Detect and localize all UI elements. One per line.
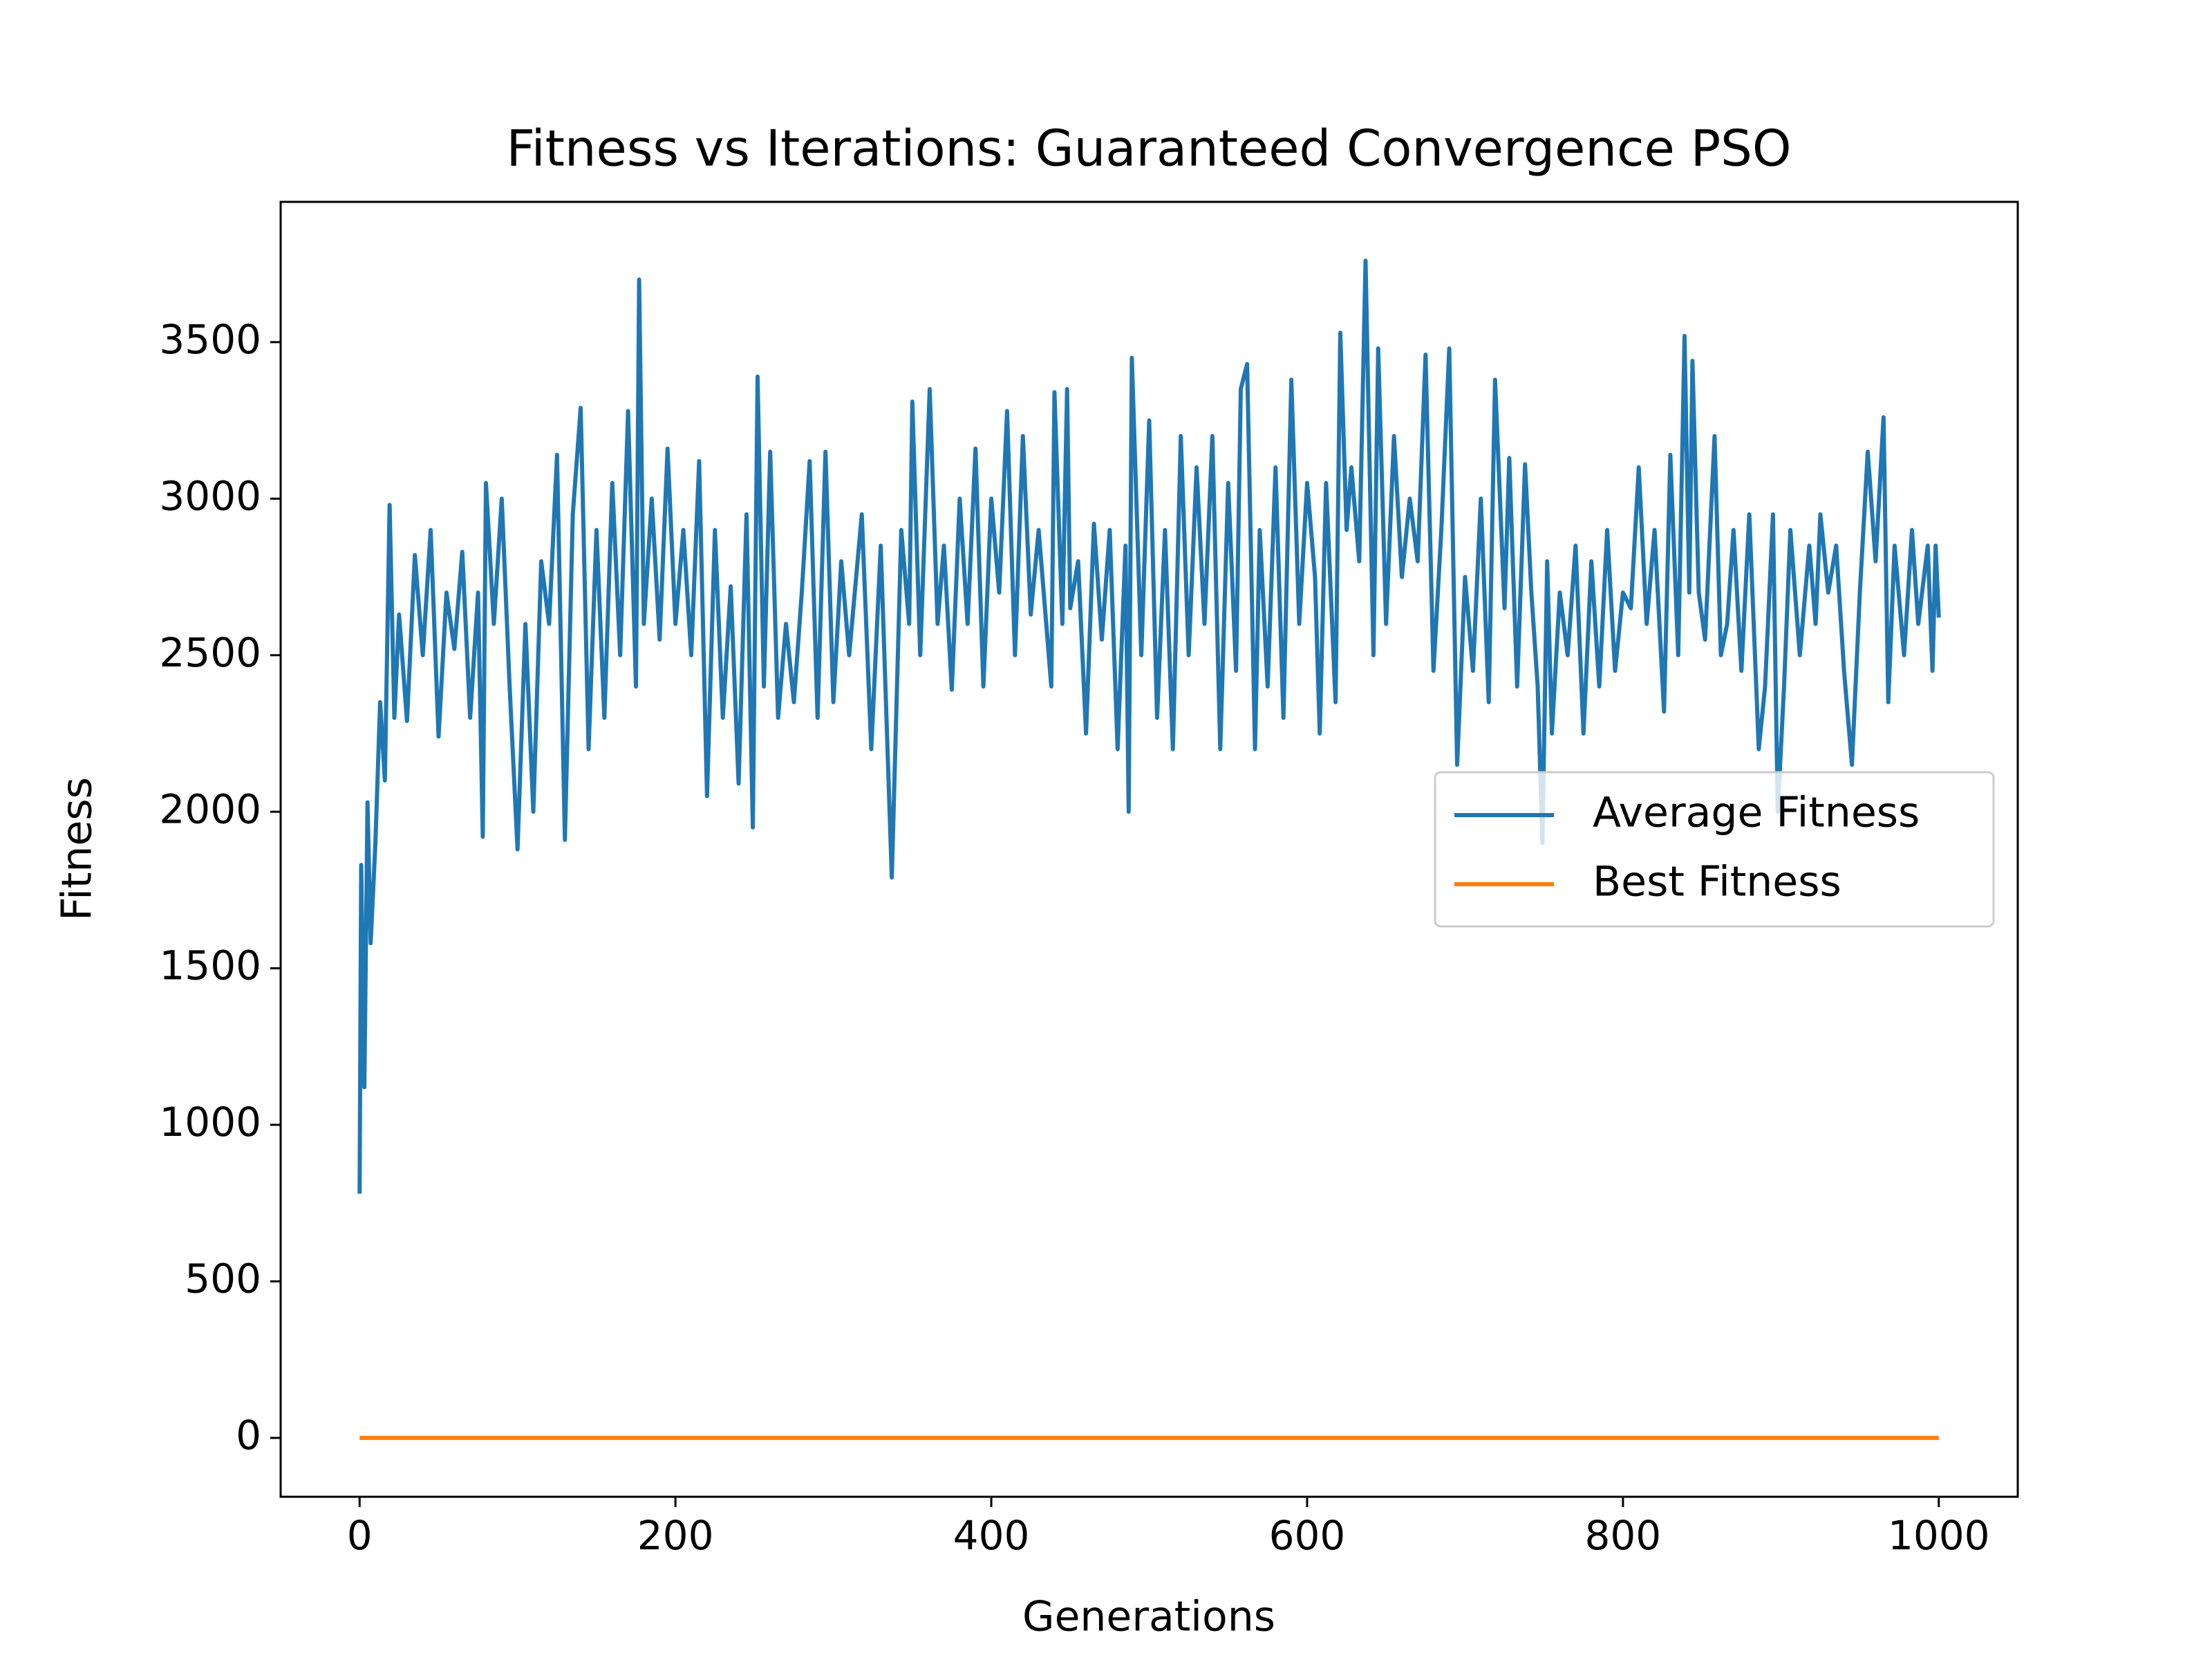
y-tick-label: 2000 — [159, 785, 261, 832]
legend-label: Average Fitness — [1593, 789, 1920, 837]
plot-frame — [279, 200, 2019, 1498]
series-line — [357, 259, 1941, 1194]
y-tick-label: 1000 — [159, 1099, 261, 1146]
y-tick-label: 2500 — [159, 629, 261, 676]
chart-title: Fitness vs Iterations: Guaranteed Conver… — [506, 120, 1791, 178]
x-tick-label: 0 — [347, 1512, 373, 1559]
x-tick-label: 400 — [953, 1512, 1030, 1559]
y-tick-label: 3000 — [159, 472, 261, 519]
legend-label: Best Fitness — [1593, 858, 1841, 906]
x-tick-label: 200 — [637, 1512, 714, 1559]
y-tick-label: 3500 — [159, 316, 261, 363]
x-axis-label: Generations — [1022, 1593, 1275, 1641]
legend-box — [1434, 771, 1995, 928]
y-axis-label: Fitness — [53, 777, 102, 921]
y-tick-label: 0 — [236, 1412, 261, 1459]
x-tick-label: 1000 — [1888, 1512, 1990, 1559]
x-tick-label: 600 — [1269, 1512, 1346, 1559]
x-tick-label: 800 — [1585, 1512, 1662, 1559]
y-tick-label: 500 — [185, 1255, 261, 1302]
y-tick-label: 1500 — [159, 942, 261, 989]
